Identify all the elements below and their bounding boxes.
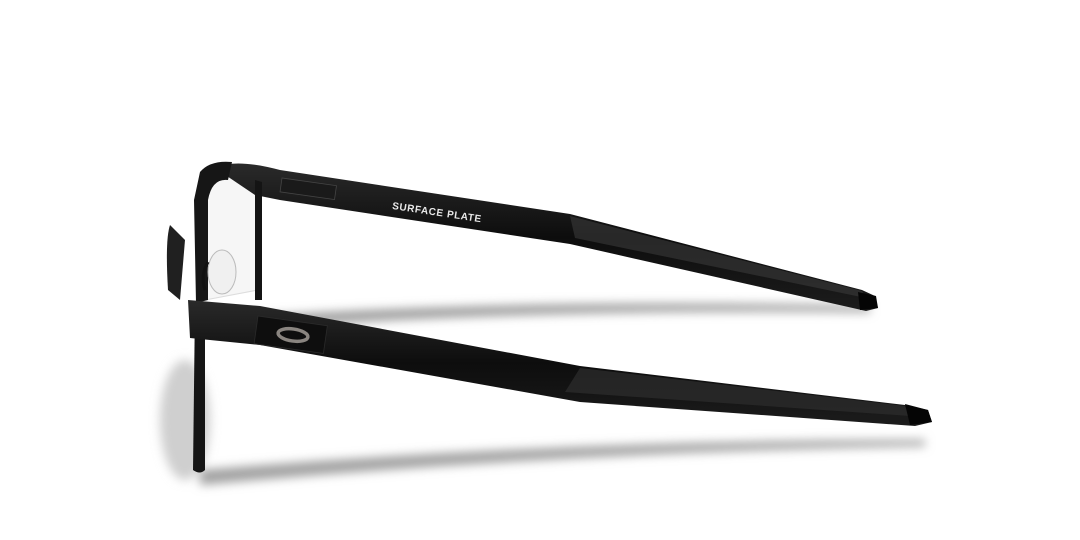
lower-temple	[188, 300, 932, 426]
front-frame	[166, 161, 262, 473]
upper-temple	[215, 163, 878, 311]
oakley-logo	[276, 326, 310, 344]
nose-pad	[207, 249, 237, 295]
